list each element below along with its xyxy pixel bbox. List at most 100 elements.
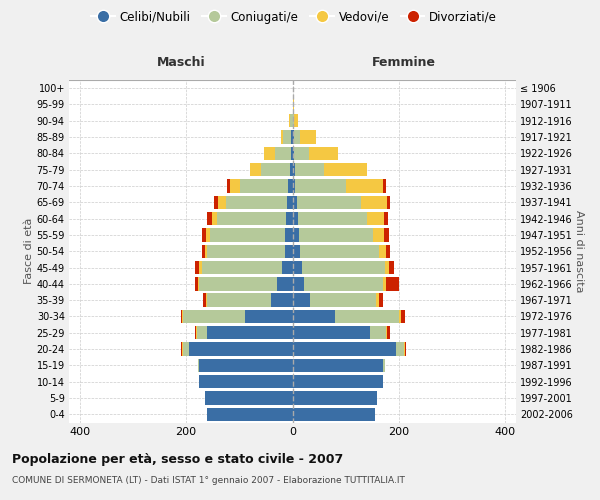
Bar	[293, 310, 335, 323]
Bar	[205, 244, 208, 258]
Bar	[275, 146, 291, 160]
Bar	[293, 196, 297, 209]
Bar	[386, 326, 387, 340]
Bar	[300, 130, 316, 144]
Bar	[299, 228, 373, 241]
Bar	[293, 244, 301, 258]
Bar	[383, 358, 385, 372]
Bar	[271, 294, 293, 307]
Bar	[386, 277, 399, 290]
Bar	[361, 196, 387, 209]
Bar	[293, 130, 300, 144]
Bar	[401, 310, 405, 323]
Bar	[293, 212, 298, 226]
Bar	[389, 261, 394, 274]
Bar	[208, 244, 284, 258]
Bar	[181, 310, 182, 323]
Bar	[199, 358, 293, 372]
Bar	[335, 310, 399, 323]
Bar	[367, 212, 384, 226]
Bar	[206, 294, 208, 307]
Bar	[297, 196, 361, 209]
Bar	[195, 277, 198, 290]
Bar	[208, 294, 271, 307]
Bar	[396, 342, 404, 356]
Bar	[384, 228, 389, 241]
Bar	[293, 277, 304, 290]
Bar	[295, 163, 325, 176]
Bar	[370, 326, 386, 340]
Bar	[241, 180, 288, 192]
Bar	[199, 261, 202, 274]
Bar	[376, 294, 379, 307]
Bar	[399, 310, 401, 323]
Bar	[404, 342, 406, 356]
Bar	[196, 326, 197, 340]
Bar	[284, 244, 293, 258]
Bar	[294, 114, 298, 128]
Bar	[218, 196, 226, 209]
Y-axis label: Fasce di età: Fasce di età	[23, 218, 34, 284]
Bar	[293, 228, 299, 241]
Bar	[379, 294, 383, 307]
Bar	[387, 326, 390, 340]
Bar	[264, 146, 275, 160]
Text: COMUNE DI SERMONETA (LT) - Dati ISTAT 1° gennaio 2007 - Elaborazione TUTTITALIA.: COMUNE DI SERMONETA (LT) - Dati ISTAT 1°…	[12, 476, 405, 485]
Bar	[287, 196, 293, 209]
Bar	[294, 146, 309, 160]
Bar	[210, 228, 284, 241]
Bar	[227, 180, 230, 192]
Bar	[214, 196, 218, 209]
Bar	[293, 358, 383, 372]
Bar	[202, 244, 205, 258]
Bar	[288, 180, 293, 192]
Bar	[281, 130, 283, 144]
Bar	[290, 114, 293, 128]
Bar	[277, 277, 293, 290]
Bar	[293, 163, 295, 176]
Bar	[293, 326, 370, 340]
Bar	[291, 146, 293, 160]
Bar	[217, 212, 286, 226]
Bar	[293, 146, 294, 160]
Bar	[182, 310, 184, 323]
Bar	[295, 180, 346, 192]
Bar	[383, 180, 386, 192]
Bar	[385, 261, 389, 274]
Bar	[301, 244, 379, 258]
Bar	[293, 392, 377, 404]
Bar	[302, 261, 385, 274]
Bar	[195, 261, 199, 274]
Bar	[230, 180, 241, 192]
Bar	[184, 310, 245, 323]
Bar	[293, 294, 310, 307]
Bar	[325, 163, 367, 176]
Bar	[260, 163, 290, 176]
Bar	[293, 408, 375, 421]
Bar	[384, 212, 388, 226]
Bar	[293, 375, 383, 388]
Bar	[309, 146, 338, 160]
Bar	[383, 277, 386, 290]
Bar	[205, 392, 293, 404]
Bar	[386, 244, 390, 258]
Bar	[293, 180, 295, 192]
Bar	[182, 342, 184, 356]
Bar	[199, 277, 277, 290]
Text: Maschi: Maschi	[157, 56, 205, 68]
Bar	[387, 196, 390, 209]
Bar	[379, 244, 386, 258]
Bar	[346, 180, 383, 192]
Bar	[289, 114, 290, 128]
Bar	[282, 261, 293, 274]
Bar	[194, 326, 196, 340]
Bar	[212, 212, 217, 226]
Bar	[181, 342, 182, 356]
Bar	[293, 342, 396, 356]
Bar	[202, 261, 282, 274]
Bar	[203, 294, 206, 307]
Bar	[184, 342, 189, 356]
Bar	[250, 163, 260, 176]
Bar	[290, 163, 293, 176]
Bar	[199, 375, 293, 388]
